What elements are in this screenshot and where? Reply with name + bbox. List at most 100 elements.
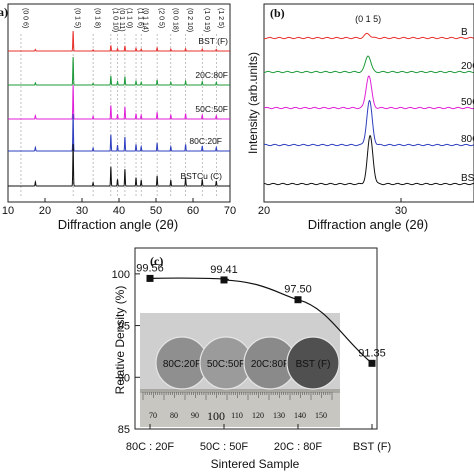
peak-label-0-1-8: (0 1 8) (94, 8, 101, 28)
pellet-label-80c-20f: 80C:20F (163, 359, 201, 370)
peak-label-0-2-10: (0 2 10) (186, 8, 193, 32)
peak-label-2-0-5: (2 0 5) (158, 8, 165, 28)
panel-c-x-ticks: 80C : 20F 50C : 50F 20C : 80F BST (F) (126, 424, 391, 453)
panel-b-x-axis-label: Diffraction angle (2θ) (308, 217, 428, 232)
panel-a-letter: a) (0, 5, 8, 19)
pellet-bst-f (286, 336, 340, 390)
panel-a-series: BST (F) 20C:80F 50C:50F 80C:20F BSTCu (C) (8, 30, 230, 187)
density-point-80c-20f (146, 274, 154, 282)
pellet-label-20c-80f: 20C:80F (251, 359, 289, 370)
density-point-20c-80f (294, 296, 302, 304)
x-tick-label-70: 70 (224, 205, 236, 217)
density-value-label-80c-20f: 99.56 (136, 262, 164, 274)
panel-a: a) (0 0 6) (0 1 5) (0 1 8) (1 0 10) (0 1 11)… (0, 3, 236, 232)
peak-label-0-1-14: (0 1 14) (142, 8, 149, 32)
series-label-50c-50f: 50C:50F (195, 104, 228, 114)
series-label-bstcu-c: BSTCu (C) (180, 171, 222, 181)
x-tick-label-30: 30 (76, 205, 88, 217)
density-value-label-20c-80f: 97.50 (284, 284, 312, 296)
panel-a-peak-labels: (0 0 6) (0 1 5) (0 1 8) (1 0 10) (0 1 11) (1 … (21, 8, 223, 32)
ruler-number-110: 110 (231, 411, 243, 420)
xrd-zoom-bstcu-c (263, 134, 474, 186)
panel-c: (c) 70 80 90 100 110 120 130 140 150 80C:20F 50C:5… (112, 247, 391, 471)
ruler-number-90: 90 (191, 411, 199, 420)
y-tick-label-95: 95 (118, 321, 130, 333)
xrd-zoom-80c-20f (263, 99, 474, 147)
series-label-bst-f: BST (F) (198, 36, 228, 46)
xrd-pattern-50c-50f (8, 84, 230, 120)
xrd-zoom-20c-80f (263, 55, 474, 74)
xrd-zoom-bst-f (263, 32, 474, 40)
panel-a-x-ticks: 10 20 30 40 50 60 70 (2, 198, 236, 217)
panel-c-letter: (c) (150, 254, 163, 268)
y-tick-label-90: 90 (118, 372, 130, 384)
x-tick-label-80c-20f: 80C : 20F (126, 441, 175, 453)
panel-c-y-ticks: 85 90 95 100 (112, 269, 140, 436)
peak-label-1-0-10: (1 0 10) (111, 8, 118, 32)
x-tick-label-50: 50 (150, 205, 162, 217)
y-tick-label-85: 85 (118, 424, 130, 436)
density-value-label-bst-f: 91.35 (358, 347, 386, 359)
density-point-50c-50f (220, 276, 228, 284)
series-label-80c-20f: 80C (461, 134, 474, 145)
panel-c-frame (134, 247, 378, 430)
density-curve: 99.56 99.41 97.50 91.35 (136, 262, 386, 367)
panel-c-x-axis-label: Sintered Sample (211, 457, 300, 471)
panel-b-letter: (b) (270, 6, 285, 20)
x-tick-label-30: 30 (395, 205, 407, 217)
ruler-number-80: 80 (170, 411, 178, 420)
ruler-number-150: 150 (315, 411, 327, 420)
ruler-number-120: 120 (252, 411, 264, 420)
peak-label-1-1-6: (1 1 6) (137, 8, 144, 28)
inset-photo: 70 80 90 100 110 120 130 140 150 80C:20F 50C:50F 20… (140, 313, 340, 427)
panel-b-frame (263, 3, 474, 203)
peak-label-0-1-5: (0 1 5) (74, 8, 81, 28)
pellet-label-bst-f: BST (F) (296, 359, 331, 370)
peak-label-1-0-19: (1 0 19) (203, 8, 210, 32)
panel-b-series: B 20C 50C 80C BST (263, 27, 474, 186)
x-tick-label-50c-50f: 50C : 50F (200, 441, 249, 453)
y-tick-label-100: 100 (112, 269, 130, 281)
x-tick-label-40: 40 (113, 205, 125, 217)
series-label-bst-f: B (461, 27, 468, 38)
xrd-zoom-50c-50f (263, 75, 474, 110)
series-label-50c-50f: 50C (461, 97, 474, 108)
peak-label-0-1-11: (0 1 11) (118, 8, 125, 32)
x-tick-label-20: 20 (258, 205, 270, 217)
xrd-pattern-bstcu-c (8, 143, 230, 187)
peak-label-0-0-6: (0 0 6) (21, 8, 28, 28)
pellet-label-50c-50f: 50C:50F (207, 359, 245, 370)
series-label-20c-80f: 20C:80F (195, 70, 228, 80)
panel-b-x-ticks: 20 30 (258, 198, 407, 217)
ruler-number-140: 140 (294, 411, 306, 420)
series-label-80c-20f: 80C:20F (189, 136, 222, 146)
density-value-label-50c-50f: 99.41 (210, 264, 238, 276)
xrd-pattern-80c-20f (8, 113, 230, 152)
x-tick-label-60: 60 (187, 205, 199, 217)
peak-label-1-2-5: (1 2 5) (217, 8, 224, 28)
ruler-number-70: 70 (149, 411, 157, 420)
x-tick-label-20: 20 (39, 205, 51, 217)
x-tick-label-bst-f: BST (F) (353, 441, 391, 453)
x-tick-label-10: 10 (2, 205, 14, 217)
peak-label-0-0-18: (0 0 18) (171, 8, 178, 32)
xrd-pattern-bst-f (8, 30, 230, 52)
density-trend-line (149, 277, 373, 364)
panel-b-peak-labels: (0 1 5) (355, 14, 381, 24)
ruler-number-100: 100 (207, 409, 225, 423)
x-tick-label-20c-80f: 20C : 80F (274, 441, 323, 453)
ruler-shadow (140, 389, 340, 393)
peak-label-0-1-5: (0 1 5) (355, 14, 381, 24)
ruler-number-130: 130 (273, 411, 285, 420)
series-label-bstcu-c: BST (461, 173, 474, 184)
panel-c-y-axis-label: Relative Density (%) (113, 286, 127, 395)
xrd-pattern-20c-80f (8, 56, 230, 86)
series-label-20c-80f: 20C (461, 61, 474, 72)
panel-b-y-axis-label: Intensity (arb.units) (246, 52, 260, 154)
density-point-bst-f (368, 359, 376, 367)
peak-label-1-1-0: (1 1 0) (125, 8, 132, 28)
panel-a-x-axis-label: Diffraction angle (2θ) (58, 217, 178, 232)
ruler (140, 391, 340, 427)
